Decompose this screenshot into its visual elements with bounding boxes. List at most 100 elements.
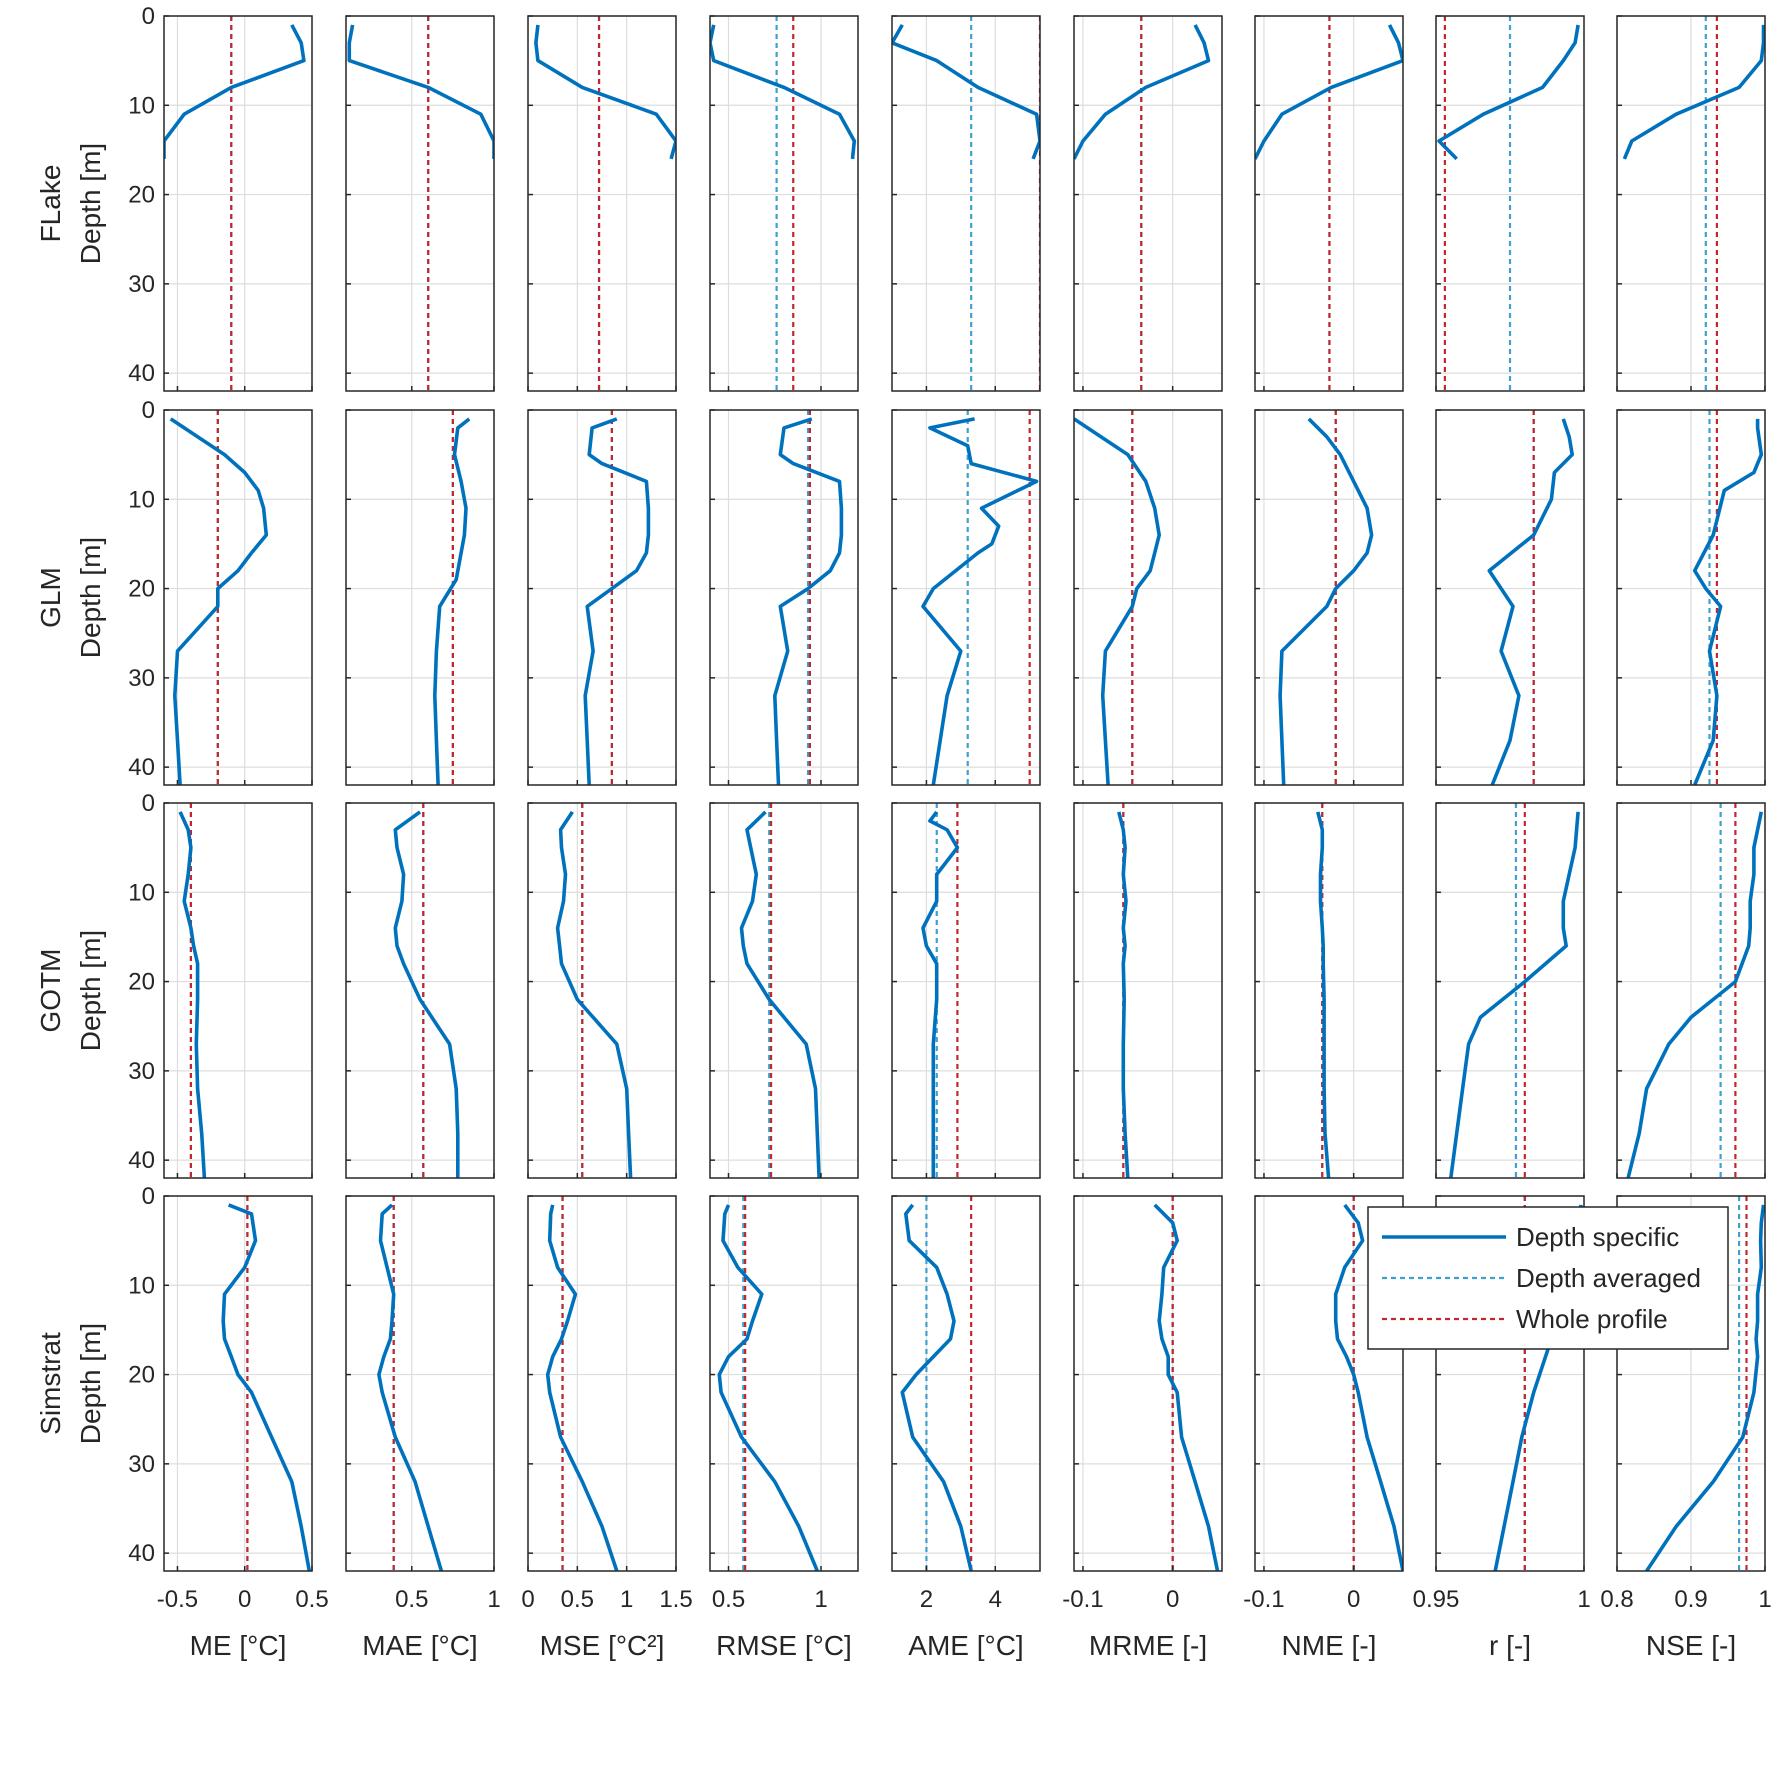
panel-frame [1254, 802, 1404, 1179]
panel-frame [1435, 802, 1585, 1179]
panel-frame [1435, 15, 1585, 392]
depth-specific-line [1255, 24, 1403, 160]
model-label-simstrat: Simstrat [35, 1332, 66, 1435]
x-tick-label: 0 [1347, 1586, 1360, 1613]
panel-frame [891, 1195, 1041, 1572]
depth-tick-label: 20 [128, 969, 155, 996]
metric-axis-label-r: r [-] [1489, 1630, 1531, 1661]
depth-tick-label: 10 [128, 92, 155, 119]
x-tick-label: 0.8 [1600, 1586, 1633, 1613]
x-tick-label: 1 [1577, 1586, 1590, 1613]
legend-label: Depth averaged [1516, 1263, 1701, 1293]
panel-gotm-nme [1254, 802, 1404, 1179]
panel-frame [345, 1195, 495, 1572]
depth-tick-label: 10 [128, 486, 155, 513]
x-tick-label: 1 [814, 1586, 827, 1613]
panel-flake-nse [1616, 15, 1766, 392]
panel-flake-r [1435, 15, 1585, 392]
panel-gotm-rmse [709, 802, 859, 1179]
panel-frame [709, 1195, 859, 1572]
panel-frame [345, 802, 495, 1179]
depth-specific-line [164, 24, 306, 159]
panel-frame [1254, 1195, 1404, 1572]
metric-axis-label-mrme: MRME [-] [1089, 1630, 1207, 1661]
panel-frame [709, 802, 859, 1179]
panel-gotm-mrme [1073, 802, 1223, 1179]
depth-specific-line [393, 810, 460, 1178]
x-tick-label: 1 [620, 1586, 633, 1613]
model-label-flake: FLake [35, 165, 66, 243]
panel-simstrat-nme [1254, 1195, 1404, 1572]
panel-flake-mse [527, 15, 677, 392]
depth-specific-line [1449, 811, 1580, 1178]
x-tick-label: -0.5 [157, 1586, 198, 1613]
metric-axis-label-nme: NME [-] [1282, 1630, 1377, 1661]
depth-specific-line [1278, 417, 1374, 785]
model-label-glm: GLM [35, 567, 66, 628]
panel-glm-ame [891, 409, 1041, 786]
depth-tick-label: 40 [128, 360, 155, 387]
depth-tick-label: 0 [142, 3, 155, 30]
depth-tick-label: 40 [128, 754, 155, 781]
depth-specific-line [1692, 418, 1764, 785]
x-tick-label: 0.95 [1413, 1586, 1460, 1613]
depth-tick-label: 0 [142, 790, 155, 817]
panel-frame [163, 409, 313, 786]
legend: Depth specific Depth averaged Whole profil… [1367, 1206, 1729, 1350]
depth-specific-line [534, 24, 676, 160]
panel-glm-rmse [709, 409, 859, 786]
x-tick-label: 0.9 [1674, 1586, 1707, 1613]
x-tick-label: 0.5 [561, 1586, 594, 1613]
panel-frame [345, 409, 495, 786]
panel-frame [1073, 409, 1223, 786]
depth-axis-label: Depth [m] [75, 143, 106, 264]
x-tick-label: 4 [989, 1586, 1002, 1613]
panel-frame [891, 409, 1041, 786]
panel-simstrat-mse [527, 1195, 677, 1572]
depth-tick-label: 20 [128, 182, 155, 209]
metric-axis-label-mae: MAE [°C] [362, 1630, 477, 1661]
depth-specific-line [347, 24, 494, 159]
depth-tick-label: 20 [128, 576, 155, 603]
depth-tick-label: 40 [128, 1540, 155, 1567]
depth-specific-line [900, 1203, 973, 1571]
panel-frame [891, 802, 1041, 1179]
panel-glm-mae [345, 409, 495, 786]
depth-specific-line [1645, 1204, 1765, 1571]
depth-tick-label: 10 [128, 1272, 155, 1299]
metric-axis-label-mse: MSE [°C²] [540, 1630, 665, 1661]
depth-specific-line [1074, 417, 1161, 785]
panel-frame [163, 1195, 313, 1572]
depth-specific-line [545, 1204, 619, 1571]
panel-flake-mae [345, 15, 495, 392]
panel-gotm-mae [345, 802, 495, 1179]
depth-specific-line [1074, 24, 1211, 160]
panel-flake-nme [1254, 15, 1404, 392]
panel-simstrat-mrme [1073, 1195, 1223, 1572]
panel-glm-mrme [1073, 409, 1223, 786]
panel-frame [1435, 1195, 1585, 1572]
x-tick-label: 0.5 [395, 1586, 428, 1613]
depth-specific-line [921, 417, 1039, 785]
panel-simstrat-me [163, 1195, 313, 1572]
panel-frame [1073, 1195, 1223, 1572]
panel-gotm-r [1435, 802, 1585, 1179]
panel-flake-me [163, 15, 313, 392]
depth-specific-line [1316, 811, 1331, 1178]
depth-specific-line [710, 24, 857, 160]
panel-frame [891, 15, 1041, 392]
panel-frame [527, 15, 677, 392]
panel-frame [1254, 15, 1404, 392]
x-tick-label: -0.1 [1062, 1586, 1103, 1613]
panel-frame [709, 15, 859, 392]
panel-flake-mrme [1073, 15, 1223, 392]
panel-frame [1435, 409, 1585, 786]
panel-simstrat-mae [345, 1195, 495, 1572]
x-tick-label: 2 [920, 1586, 933, 1613]
metric-axis-label-ame: AME [°C] [908, 1630, 1023, 1661]
legend-label: Whole profile [1516, 1304, 1668, 1334]
depth-axis-label: Depth [m] [75, 1323, 106, 1444]
depth-tick-label: 30 [128, 1451, 155, 1478]
panel-glm-nme [1254, 409, 1404, 786]
